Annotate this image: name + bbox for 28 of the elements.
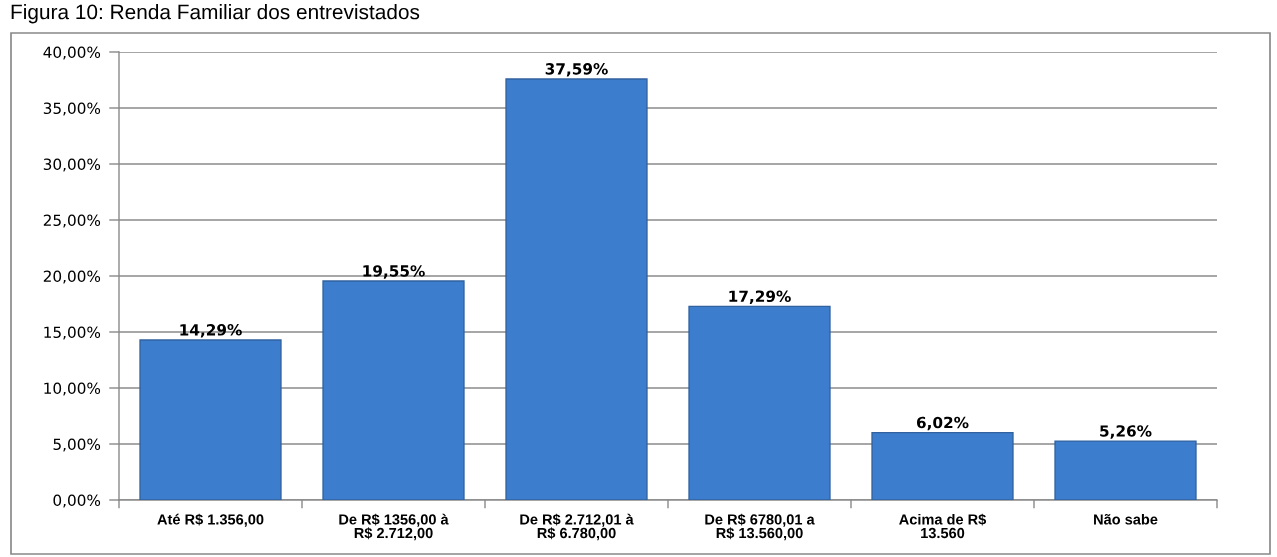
bar: [505, 78, 648, 500]
y-tick-label: 15,00%: [44, 326, 101, 340]
y-tick-label: 10,00%: [44, 382, 101, 396]
data-label: 5,26%: [1100, 425, 1152, 439]
bar: [139, 339, 282, 500]
x-tick-label: De R$ 1356,00 à R$ 2.712,00: [339, 513, 449, 541]
y-tick-label: 5,00%: [53, 438, 101, 452]
bar: [688, 305, 831, 500]
bar: [322, 280, 465, 500]
data-label: 17,29%: [729, 290, 791, 304]
y-tick-label: 40,00%: [43, 46, 101, 60]
bar: [871, 431, 1014, 500]
chart-title: Figura 10: Renda Familiar dos entrevistados: [11, 4, 420, 24]
y-tick-label: 25,00%: [43, 214, 101, 228]
data-label: 14,29%: [180, 324, 242, 338]
x-tick-label: Acima de R$ 13.560: [899, 513, 987, 539]
y-tick-label: 0,00%: [53, 494, 101, 508]
y-tick-label: 35,00%: [43, 102, 101, 116]
y-tick-label: 20,00%: [43, 270, 101, 284]
x-tick-label: De R$ 2.712,01 à R$ 6.780,00: [520, 513, 634, 541]
bar: [1054, 440, 1197, 500]
data-label: 37,59%: [545, 63, 608, 77]
x-tick-label: De R$ 6780,01 a R$ 13.560,00: [705, 513, 815, 541]
data-label: 19,55%: [363, 265, 425, 279]
y-tick-label: 30,00%: [43, 158, 101, 172]
data-label: 6,02%: [916, 416, 969, 431]
x-tick-label: Não sabe: [1094, 513, 1158, 525]
x-tick-label: Até R$ 1.356,00: [157, 513, 264, 527]
